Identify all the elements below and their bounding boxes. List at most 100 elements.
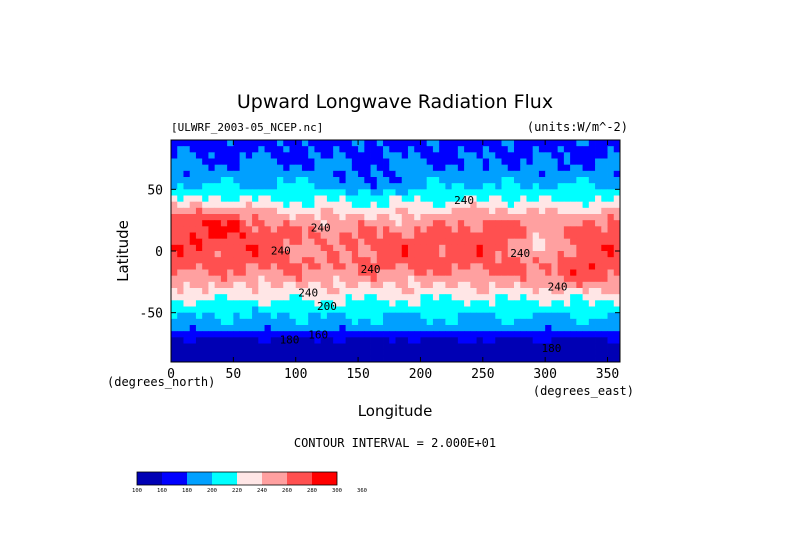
heatmap-cell (401, 281, 409, 289)
heatmap-cell (563, 349, 571, 357)
heatmap-cell (507, 294, 515, 301)
heatmap-cell (177, 269, 184, 277)
heatmap-cell (451, 170, 459, 178)
heatmap-cell (270, 318, 278, 326)
heatmap-cell (520, 257, 527, 264)
heatmap-cell (513, 275, 521, 283)
heatmap-cell (545, 257, 552, 264)
heatmap-cell (308, 183, 315, 190)
heatmap-cell (208, 214, 216, 221)
heatmap-cell (563, 232, 571, 240)
heatmap-cell (470, 146, 477, 153)
heatmap-cell (202, 343, 209, 351)
heatmap-cell (407, 306, 415, 314)
colorbar-swatch (137, 472, 162, 485)
heatmap-cell (358, 269, 365, 277)
heatmap-cell (426, 220, 434, 227)
heatmap-cell (195, 164, 203, 172)
heatmap-cell (495, 318, 502, 326)
heatmap-cell (582, 251, 590, 258)
heatmap-cell (314, 201, 322, 209)
heatmap-cell (414, 257, 421, 264)
heatmap-cell (482, 214, 490, 221)
heatmap-cell (557, 140, 565, 147)
heatmap-cell (476, 244, 484, 252)
heatmap-cell (383, 226, 390, 233)
heatmap-cell (389, 232, 396, 240)
heatmap-cell (171, 269, 178, 277)
heatmap-cell (214, 337, 222, 344)
heatmap-cell (414, 331, 421, 338)
heatmap-cell (233, 349, 240, 357)
heatmap-cell (301, 214, 309, 221)
heatmap-cell (582, 355, 590, 363)
heatmap-cell (426, 331, 434, 338)
heatmap-cell (476, 140, 484, 147)
heatmap-cell (270, 251, 278, 258)
heatmap-cell (383, 281, 390, 289)
heatmap-cell (588, 318, 596, 326)
heatmap-cell (595, 263, 602, 270)
heatmap-cell (545, 177, 552, 184)
heatmap-cell (202, 220, 209, 227)
heatmap-cell (501, 263, 509, 270)
heatmap-cell (339, 158, 347, 166)
heatmap-cell (351, 214, 359, 221)
heatmap-cell (576, 207, 583, 215)
heatmap-cell (532, 300, 540, 307)
heatmap-cell (364, 189, 371, 196)
heatmap-cell (383, 214, 390, 221)
heatmap-cell (526, 183, 534, 190)
heatmap-cell (545, 207, 552, 215)
y-tick-label: 0 (155, 245, 163, 260)
heatmap-cell (295, 244, 303, 252)
heatmap-cell (177, 226, 184, 233)
heatmap-cell (582, 318, 590, 326)
heatmap-cell (588, 220, 596, 227)
heatmap-cell (333, 152, 340, 159)
heatmap-cell (526, 195, 534, 203)
heatmap-cell (507, 207, 515, 215)
heatmap-cell (401, 263, 409, 270)
x-tick-label: 50 (226, 367, 242, 382)
heatmap-cell (557, 269, 565, 277)
heatmap-cell (245, 337, 253, 344)
heatmap-cell (395, 300, 403, 307)
heatmap-cell (202, 183, 209, 190)
heatmap-cell (383, 312, 390, 320)
heatmap-cell (601, 337, 608, 344)
heatmap-cell (227, 355, 234, 363)
heatmap-cell (376, 331, 384, 338)
heatmap-cell (370, 177, 378, 184)
heatmap-cell (532, 251, 540, 258)
heatmap-cell (264, 281, 272, 289)
heatmap-cell (613, 244, 621, 252)
heatmap-cell (214, 318, 222, 326)
heatmap-cell (601, 238, 608, 246)
heatmap-cell (457, 331, 465, 338)
heatmap-cell (383, 318, 390, 326)
heatmap-cell (258, 275, 265, 283)
heatmap-cell (538, 343, 546, 351)
heatmap-cell (339, 177, 347, 184)
heatmap-cell (389, 343, 396, 351)
heatmap-cell (470, 226, 477, 233)
heatmap-cell (301, 226, 309, 233)
heatmap-cell (214, 170, 222, 178)
heatmap-cell (351, 177, 359, 184)
heatmap-cell (177, 146, 184, 153)
heatmap-cell (432, 140, 440, 147)
heatmap-cell (202, 337, 209, 344)
heatmap-cell (476, 257, 484, 264)
heatmap-cell (308, 349, 315, 357)
heatmap-cell (457, 140, 465, 147)
heatmap-cell (476, 306, 484, 314)
heatmap-cell (351, 226, 359, 233)
heatmap-cell (214, 140, 222, 147)
heatmap-cell (183, 244, 191, 252)
heatmap-cell (227, 288, 234, 295)
heatmap-cell (401, 214, 409, 221)
heatmap-cell (432, 312, 440, 320)
heatmap-cell (401, 226, 409, 233)
heatmap-cell (283, 251, 290, 258)
